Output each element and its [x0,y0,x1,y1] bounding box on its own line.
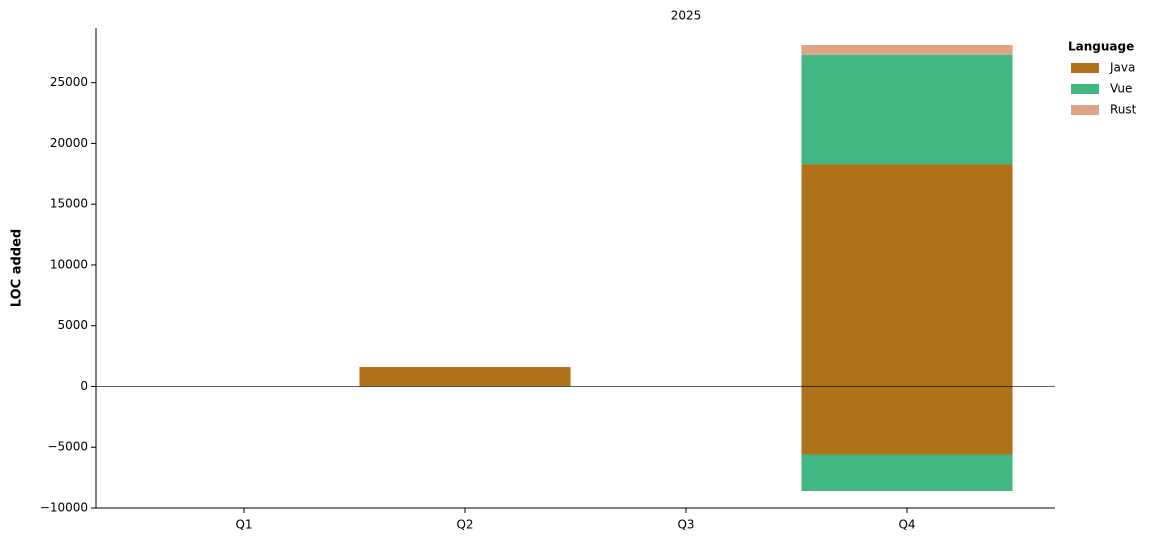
bar-segment [801,454,1013,491]
y-tick-label: 0 [80,379,88,393]
y-tick-label: 25000 [50,75,88,89]
y-tick-label: 5000 [57,318,88,332]
legend-swatch [1071,105,1099,115]
bar-segment [801,54,1013,165]
x-tick-label: Q4 [898,518,915,532]
legend-label: Rust [1110,103,1137,117]
x-tick-label: Q2 [456,518,473,532]
x-tick-label: Q1 [235,518,252,532]
y-tick-label: 20000 [50,136,88,150]
legend-title: Language [1068,40,1134,54]
chart-title: 2025 [671,9,702,23]
x-tick-label: Q3 [677,518,694,532]
y-tick-label: 15000 [50,197,88,211]
bar-segment [801,164,1013,387]
y-tick-label: −5000 [47,440,88,454]
legend-swatch [1071,84,1099,94]
legend-swatch [1071,63,1099,73]
bar-segment [359,367,571,387]
legend-label: Vue [1110,82,1132,96]
y-tick-label: 10000 [50,257,88,271]
legend-label: Java [1109,61,1135,75]
y-tick-label: −10000 [40,501,88,515]
bar-segment [801,386,1013,455]
y-axis-label: LOC added [10,229,25,307]
bar-segment [801,45,1013,55]
